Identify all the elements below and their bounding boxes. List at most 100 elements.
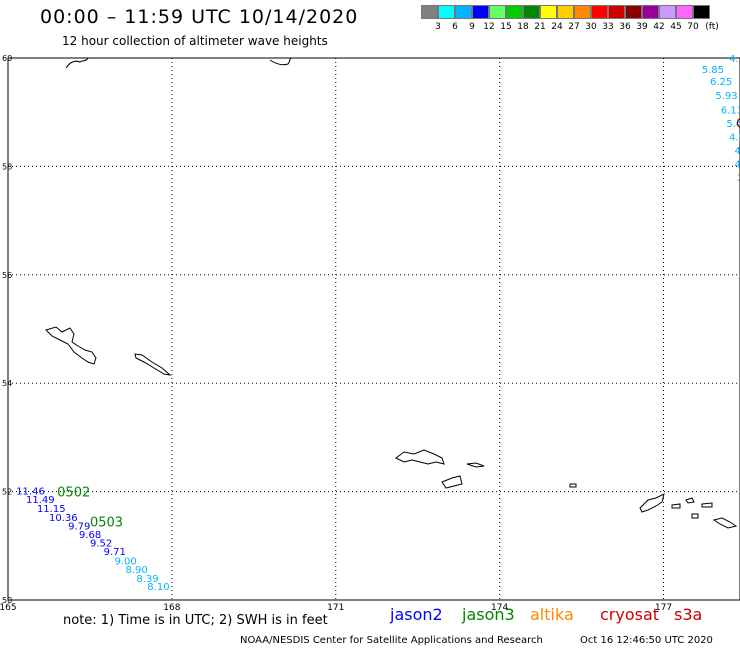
lat-tick-label: 50	[2, 596, 12, 605]
legend-unit: (ft)	[705, 22, 719, 32]
wave-height-value: 9.79	[68, 522, 90, 533]
legend-label: 36	[619, 22, 631, 32]
wave-height-value: 8.39	[136, 574, 158, 585]
lat-tick-label: 54	[2, 379, 12, 388]
attu-island	[395, 449, 445, 465]
legend-swatch	[438, 5, 455, 19]
legend-label: 45	[670, 22, 682, 32]
small-islet	[569, 483, 577, 488]
wave-height-value: 6.13	[721, 105, 740, 116]
legend-swatch	[574, 5, 591, 19]
wave-height-value: 5.85	[702, 65, 724, 76]
legend-label: 33	[602, 22, 614, 32]
legend-labels: 3 6 9 12 15 18 21 24 27 30 33 36 39 42 45 70 (ft)	[421, 22, 740, 36]
wave-height-value: 4.91	[729, 133, 740, 144]
legend-label: 15	[500, 22, 512, 32]
legend-swatch	[455, 5, 472, 19]
legend-swatch	[421, 5, 438, 19]
legend-swatch	[608, 5, 625, 19]
legend-label: 21	[534, 22, 546, 32]
page-subtitle: 12 hour collection of altimeter wave hei…	[62, 34, 328, 48]
wave-height-value: 9.68	[79, 530, 101, 541]
legend-label: 27	[568, 22, 580, 32]
legend-swatch	[489, 5, 506, 19]
legend-swatch	[625, 5, 642, 19]
legend-swatch	[642, 5, 659, 19]
lat-tick-label: 52	[2, 488, 12, 497]
wave-height-value: 2.	[737, 173, 740, 184]
legend-swatch	[659, 5, 676, 19]
legend-swatches	[421, 5, 710, 19]
wave-height-value: 11.46	[16, 487, 45, 498]
wave-height-value: 4.	[729, 54, 739, 65]
sat-s3a: s3a	[674, 605, 703, 624]
coast-northern-fragment	[269, 57, 292, 66]
agattu-island	[441, 475, 463, 489]
medny-island	[134, 353, 172, 376]
wave-height-value: 9.52	[90, 539, 112, 550]
rat-island-1	[671, 503, 681, 509]
lat-tick-label: 60	[2, 54, 12, 63]
legend-label: 70	[687, 22, 699, 32]
rat-island-3	[701, 502, 713, 508]
wave-height-value: 10.36	[49, 513, 78, 524]
sat-altika: altika	[530, 605, 574, 624]
legend-swatch	[557, 5, 574, 19]
sat-cryosat: cryosat	[600, 605, 660, 624]
legend-label: 3	[435, 22, 441, 32]
wave-height-value: 9.00	[115, 556, 137, 567]
pass-time-label: 0502	[57, 486, 90, 501]
wave-height-value: 11.15	[37, 504, 66, 515]
pass-time-label: 0503	[90, 515, 123, 530]
wave-height-value: 4.04	[735, 146, 740, 157]
wave-height-value: 5.93	[715, 91, 737, 102]
lat-tick-label: 58	[2, 162, 12, 171]
lon-tick-label: 165	[0, 603, 17, 613]
legend-swatch	[472, 5, 489, 19]
lat-tick-label: 56	[2, 271, 12, 280]
amchitka-island	[712, 517, 738, 529]
bering-island	[45, 326, 97, 365]
wave-height-value: 4.0	[735, 160, 740, 171]
wave-height-value: 9.71	[104, 547, 126, 558]
kiska-island	[639, 493, 665, 513]
wave-height-value: 11.49	[26, 495, 55, 506]
wave-height-value: 8.90	[125, 565, 147, 576]
legend-label: 9	[469, 22, 475, 32]
coast-kamchatka-fragment	[65, 57, 89, 69]
rat-island-4	[691, 513, 699, 519]
wave-height-value: 5.46	[726, 119, 740, 130]
shemya-island	[466, 462, 485, 468]
credit-line: NOAA/NESDIS Center for Satellite Applica…	[240, 635, 543, 646]
coastlines	[45, 57, 738, 529]
wave-height-value: 6.25	[710, 77, 732, 88]
legend-label: 30	[585, 22, 597, 32]
generated-timestamp: Oct 16 12:46:50 UTC 2020	[580, 635, 713, 646]
map-frame	[7, 57, 740, 601]
legend-swatch	[506, 5, 523, 19]
wave-height-value: 8.10	[147, 582, 169, 593]
legend-label: 42	[653, 22, 665, 32]
lon-tick-label: 174	[491, 603, 508, 613]
page-title: 00:00 – 11:59 UTC 10/14/2020	[40, 6, 359, 28]
axis-tick-labels: 165 168 171 174 177 60 58 56 54 52 50	[0, 54, 672, 613]
legend-swatch	[540, 5, 557, 19]
lon-tick-label: 168	[163, 603, 180, 613]
sat-jason3: jason3	[462, 605, 515, 624]
rat-island-2	[685, 497, 695, 504]
partial-mark: C	[736, 117, 740, 132]
legend-label: 39	[636, 22, 648, 32]
legend-swatch	[693, 5, 710, 19]
lon-tick-label: 177	[655, 603, 672, 613]
wave-height-observations: 11.4611.4911.1510.369.799.689.529.719.00…	[16, 54, 740, 593]
legend-label: 24	[551, 22, 563, 32]
legend-swatch	[523, 5, 540, 19]
footer-note: note: 1) Time is in UTC; 2) SWH is in fe…	[63, 613, 328, 628]
lon-tick-label: 171	[327, 603, 344, 613]
color-legend: 3 6 9 12 15 18 21 24 27 30 33 36 39 42 45 70 (ft)	[421, 5, 719, 32]
sat-jason2: jason2	[390, 605, 443, 624]
legend-label: 12	[483, 22, 495, 32]
legend-swatch	[591, 5, 608, 19]
legend-swatch	[676, 5, 693, 19]
